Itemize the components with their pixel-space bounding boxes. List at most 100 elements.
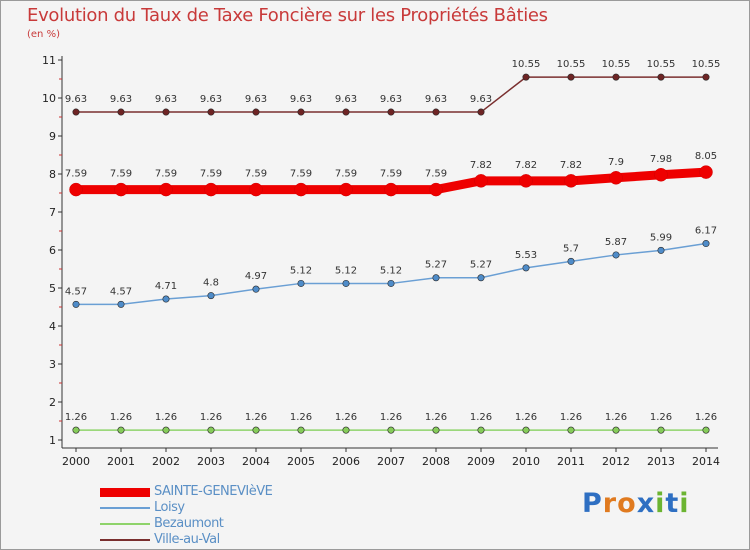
data-point: [72, 108, 80, 116]
data-label: 6.17: [695, 226, 717, 237]
data-label: 5.27: [470, 260, 492, 271]
data-point: [342, 426, 350, 434]
data-point: [72, 426, 80, 434]
y-tick-label: 3: [49, 358, 56, 371]
data-point: [162, 295, 170, 303]
data-label: 1.26: [380, 412, 402, 423]
data-label: 4.8: [203, 278, 219, 289]
chart-title: Evolution du Taux de Taxe Foncière sur l…: [27, 5, 548, 26]
logo-letter: i: [679, 488, 690, 519]
legend-label: Ville-au-Val: [154, 532, 220, 547]
data-label: 4.97: [245, 271, 267, 282]
x-tick-label: 2012: [602, 455, 630, 468]
data-point: [387, 426, 395, 434]
data-label: 5.12: [380, 265, 402, 276]
data-point: [564, 174, 578, 188]
x-tick-label: 2013: [647, 455, 675, 468]
data-point: [432, 274, 440, 282]
data-point: [117, 426, 125, 434]
data-point: [297, 426, 305, 434]
legend-swatch: [100, 507, 150, 509]
proxiti-logo: Proxiti: [582, 488, 690, 519]
data-label: 7.59: [245, 169, 267, 180]
data-point: [342, 108, 350, 116]
legend-swatch: [100, 523, 150, 525]
data-label: 5.7: [563, 243, 579, 254]
logo-letter: P: [582, 488, 603, 519]
data-label: 5.99: [650, 232, 672, 243]
data-label: 1.26: [65, 412, 87, 423]
data-point: [432, 108, 440, 116]
data-point: [252, 426, 260, 434]
data-label: 7.98: [650, 154, 672, 165]
data-label: 1.26: [425, 412, 447, 423]
data-label: 1.26: [605, 412, 627, 423]
x-tick-label: 2000: [62, 455, 90, 468]
data-point: [339, 182, 353, 197]
data-point: [699, 165, 713, 179]
data-point: [252, 285, 260, 293]
data-point: [252, 108, 260, 116]
x-tick-label: 2008: [422, 455, 450, 468]
data-label: 10.55: [647, 59, 676, 70]
x-tick-label: 2010: [512, 455, 540, 468]
data-point: [522, 264, 530, 272]
legend-swatch: [100, 487, 150, 497]
x-tick-label: 2009: [467, 455, 495, 468]
logo-letter: r: [602, 488, 618, 519]
data-point: [567, 257, 575, 265]
data-label: 1.26: [110, 412, 132, 423]
data-label: 7.59: [65, 169, 87, 180]
data-point: [297, 279, 305, 287]
data-point: [429, 182, 443, 197]
y-tick-label: 10: [42, 92, 56, 105]
data-label: 7.9: [608, 157, 624, 168]
data-point: [522, 426, 530, 434]
data-label: 9.63: [200, 94, 222, 105]
data-label: 7.59: [425, 169, 447, 180]
y-tick-label: 1: [49, 434, 56, 447]
data-label: 1.26: [515, 412, 537, 423]
data-point: [477, 426, 485, 434]
logo-letter: x: [636, 488, 656, 519]
data-label: 1.26: [155, 412, 177, 423]
data-label: 1.26: [560, 412, 582, 423]
data-label: 4.71: [155, 281, 177, 292]
y-tick-label: 5: [49, 282, 56, 295]
data-label: 5.87: [605, 237, 627, 248]
legend-label: SAINTE-GENEVIèVE: [154, 484, 273, 499]
x-tick-label: 2005: [287, 455, 315, 468]
data-point: [612, 426, 620, 434]
data-label: 7.59: [110, 169, 132, 180]
data-point: [204, 182, 218, 197]
data-label: 10.55: [557, 59, 586, 70]
y-tick-label: 6: [49, 244, 56, 257]
data-label: 5.12: [290, 265, 312, 276]
data-label: 9.63: [65, 94, 87, 105]
data-point: [477, 108, 485, 116]
logo-letter: o: [617, 488, 637, 519]
data-point: [207, 426, 215, 434]
x-tick-label: 2014: [692, 455, 720, 468]
data-label: 9.63: [110, 94, 132, 105]
data-label: 9.63: [425, 94, 447, 105]
data-label: 1.26: [695, 412, 717, 423]
data-label: 10.55: [692, 59, 721, 70]
data-label: 7.82: [470, 160, 492, 171]
data-point: [387, 108, 395, 116]
data-point: [612, 73, 620, 81]
data-point: [207, 292, 215, 300]
data-point: [384, 182, 398, 197]
data-point: [654, 168, 668, 182]
data-point: [567, 73, 575, 81]
data-point: [159, 182, 173, 197]
data-label: 1.26: [200, 412, 222, 423]
y-tick-label: 9: [49, 130, 56, 143]
data-label: 9.63: [380, 94, 402, 105]
y-tick-label: 8: [49, 168, 56, 181]
data-point: [294, 182, 308, 197]
data-label: 1.26: [650, 412, 672, 423]
legend-swatch: [100, 539, 150, 541]
